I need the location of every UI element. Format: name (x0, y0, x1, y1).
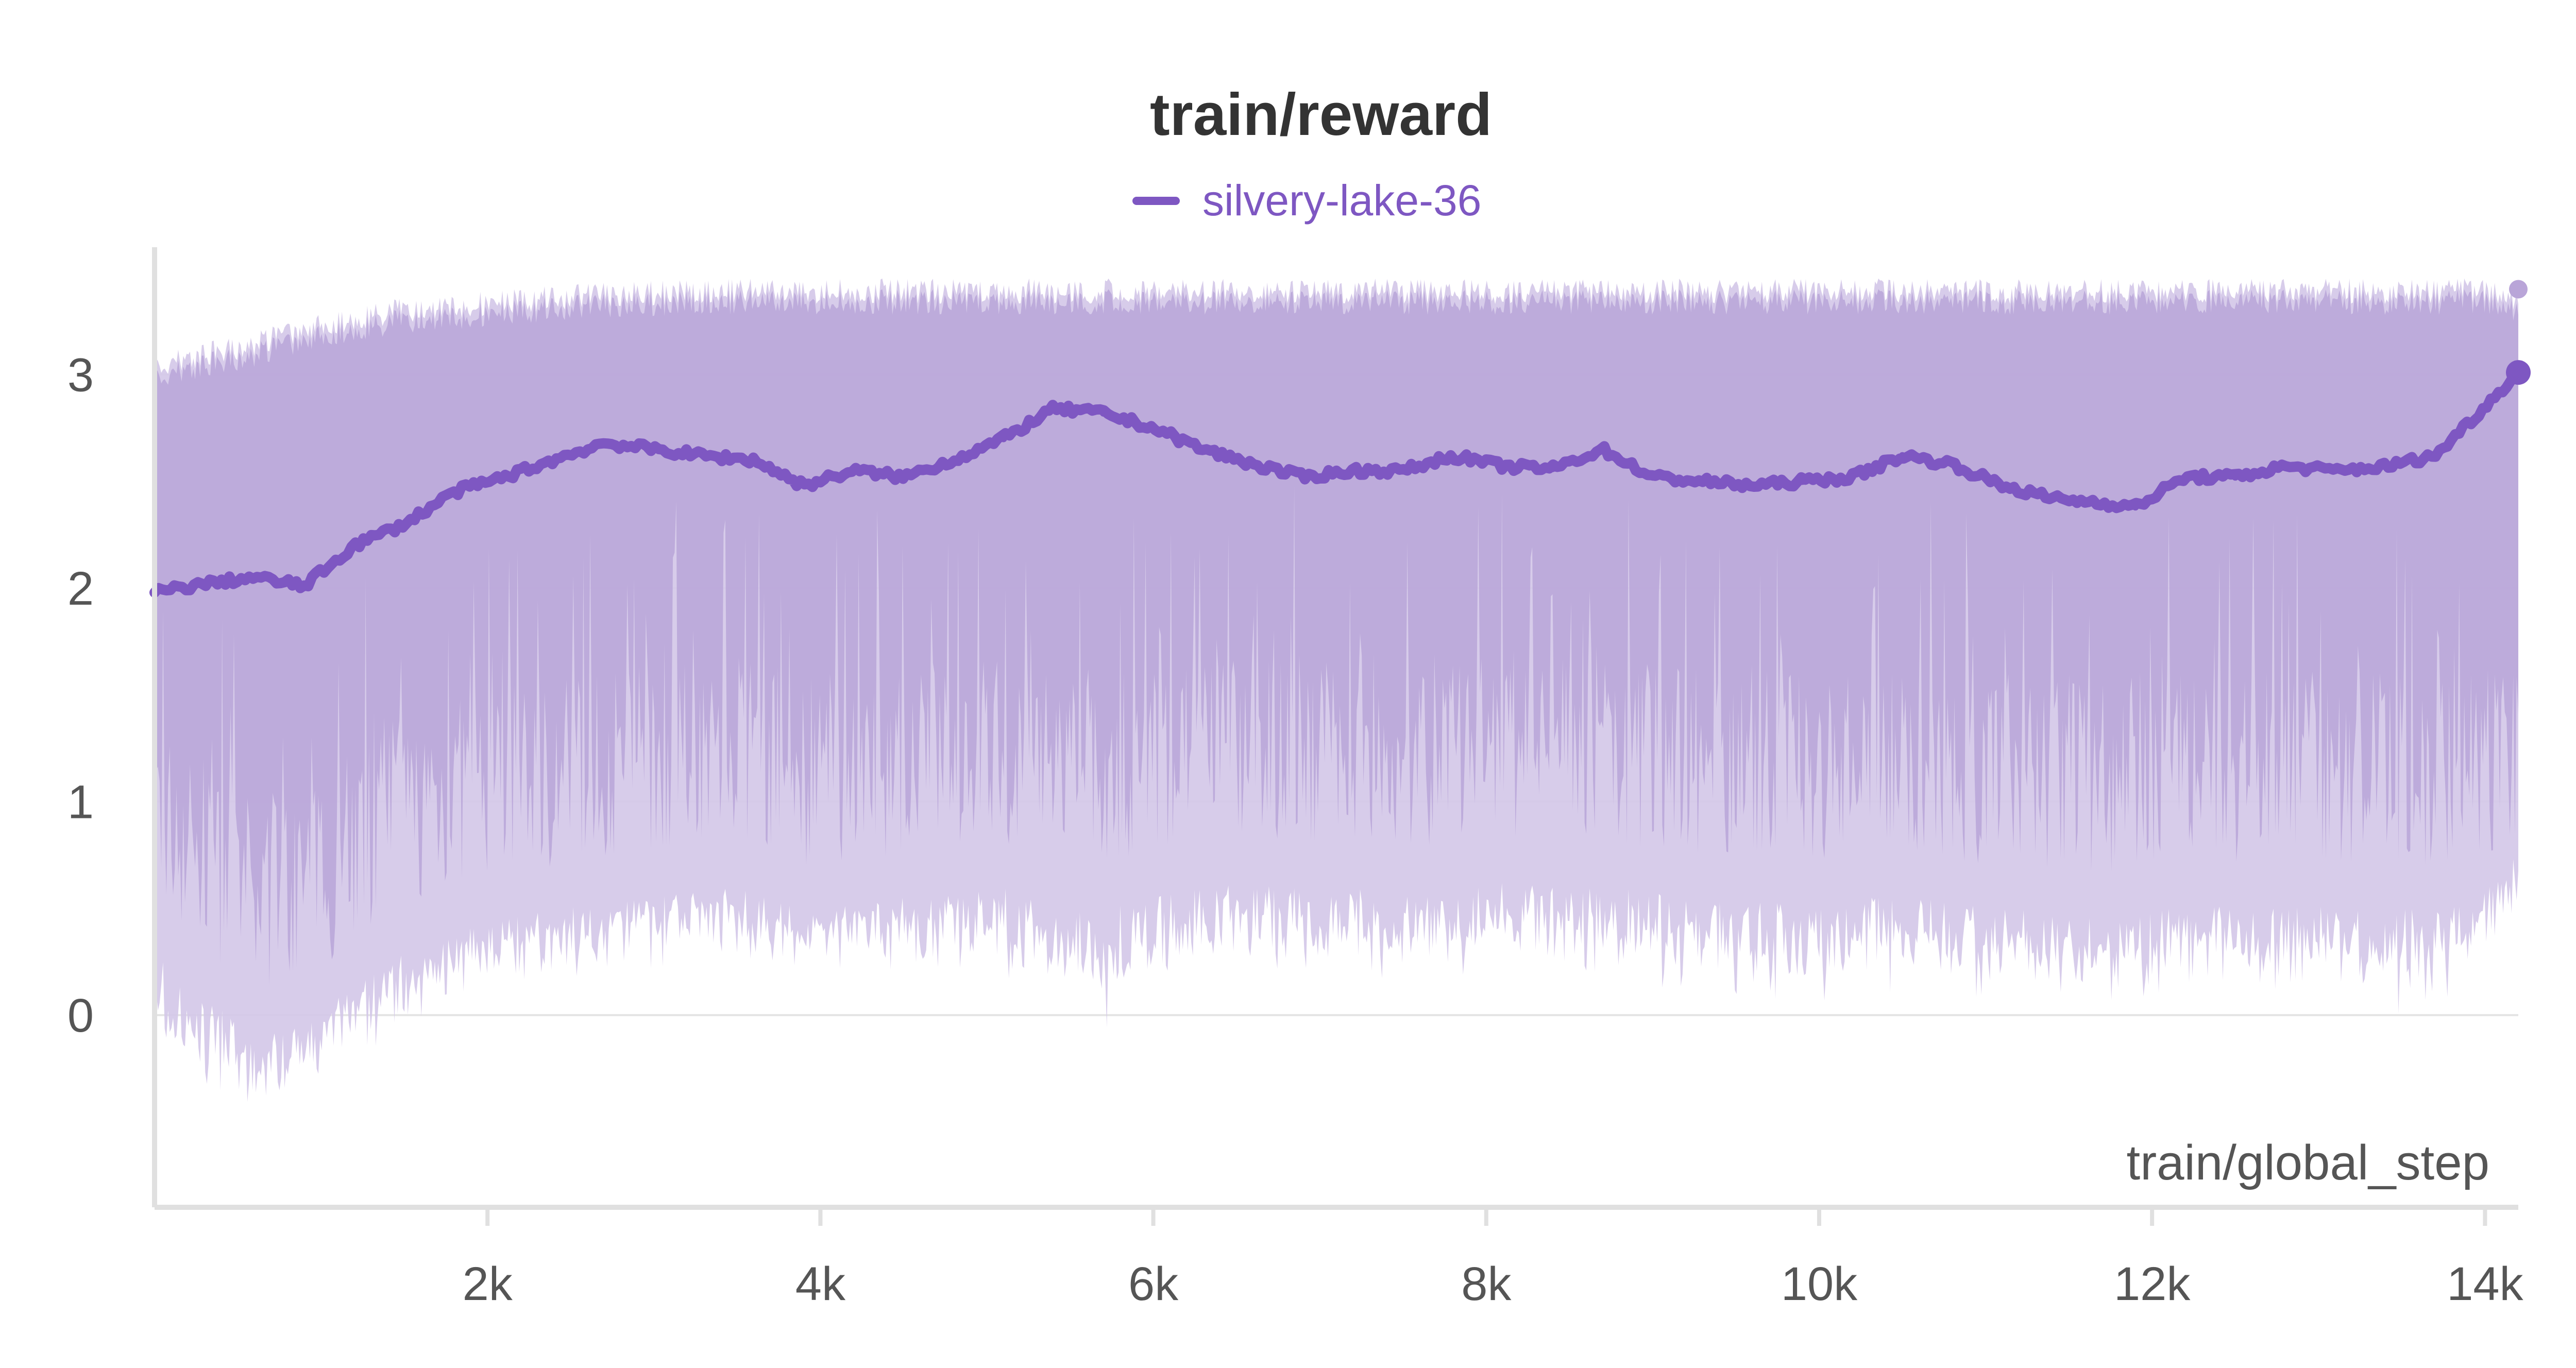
data-point (999, 435, 1007, 442)
data-point (2098, 499, 2106, 506)
data-point (550, 456, 558, 464)
series-line-silvery-lake-36 (149, 370, 2523, 598)
data-point (800, 482, 808, 489)
data-point (2181, 473, 2189, 481)
data-point (1749, 482, 1756, 489)
data-point (1149, 424, 1157, 432)
data-point (400, 520, 408, 528)
data-point (600, 439, 608, 447)
data-point (1549, 465, 1557, 472)
data-point (950, 456, 957, 464)
series-end-marker (2506, 360, 2531, 385)
data-point (900, 473, 907, 481)
data-point (2231, 473, 2239, 481)
x-tick-label: 8k (1461, 1258, 1512, 1310)
data-point (1399, 467, 1407, 474)
data-point (2331, 467, 2339, 474)
band-end-marker (2509, 280, 2528, 299)
data-point (650, 446, 658, 453)
data-point (1649, 473, 1656, 481)
data-point (2281, 463, 2289, 470)
data-point (1449, 452, 1457, 459)
data-point (1599, 446, 1606, 453)
data-point (850, 467, 858, 474)
data-point (350, 541, 358, 549)
axes: 2k 4k 6k 8k 10k 12k 14k (152, 247, 2524, 1310)
data-point (1948, 460, 1956, 468)
x-tick-label: 14k (2447, 1258, 2523, 1310)
data-point (1349, 467, 1357, 474)
data-point (700, 452, 708, 459)
data-point (500, 473, 508, 481)
data-point (1849, 473, 1856, 481)
data-point (200, 580, 208, 588)
data-point (1699, 477, 1706, 485)
x-axis-label: train/global_step (2127, 1135, 2489, 1190)
data-point (1049, 405, 1057, 413)
data-point (250, 574, 258, 582)
y-tick-label: 2 (67, 562, 94, 615)
data-point (1099, 409, 1107, 417)
series-layer (149, 280, 2531, 598)
data-point (1998, 482, 2006, 489)
data-point (2431, 452, 2439, 459)
data-point (1899, 452, 1906, 459)
x-tick-label: 12k (2114, 1258, 2191, 1310)
data-point (750, 456, 758, 464)
data-point (300, 582, 308, 590)
x-tick-label: 6k (1128, 1258, 1179, 1310)
y-tick-label: 3 (67, 349, 94, 401)
x-tick-label: 2k (463, 1258, 513, 1310)
data-point (2131, 503, 2139, 511)
data-point (2048, 494, 2056, 502)
data-point (1799, 477, 1806, 485)
data-point (1299, 473, 1307, 481)
chart-title: train/reward (1150, 81, 1492, 148)
y-tick-label: 1 (67, 776, 94, 828)
data-point (450, 488, 458, 496)
x-tick-label: 10k (1781, 1258, 1858, 1310)
legend-label: silvery-lake-36 (1202, 176, 1482, 225)
data-point (2381, 463, 2389, 470)
legend[interactable]: silvery-lake-36 (1132, 176, 1482, 225)
data-point (1199, 446, 1207, 453)
data-point (1249, 460, 1257, 468)
data-point (2481, 403, 2489, 411)
x-tick-label: 4k (795, 1258, 846, 1310)
data-point (1499, 463, 1507, 470)
y-tick-label: 0 (67, 989, 94, 1042)
